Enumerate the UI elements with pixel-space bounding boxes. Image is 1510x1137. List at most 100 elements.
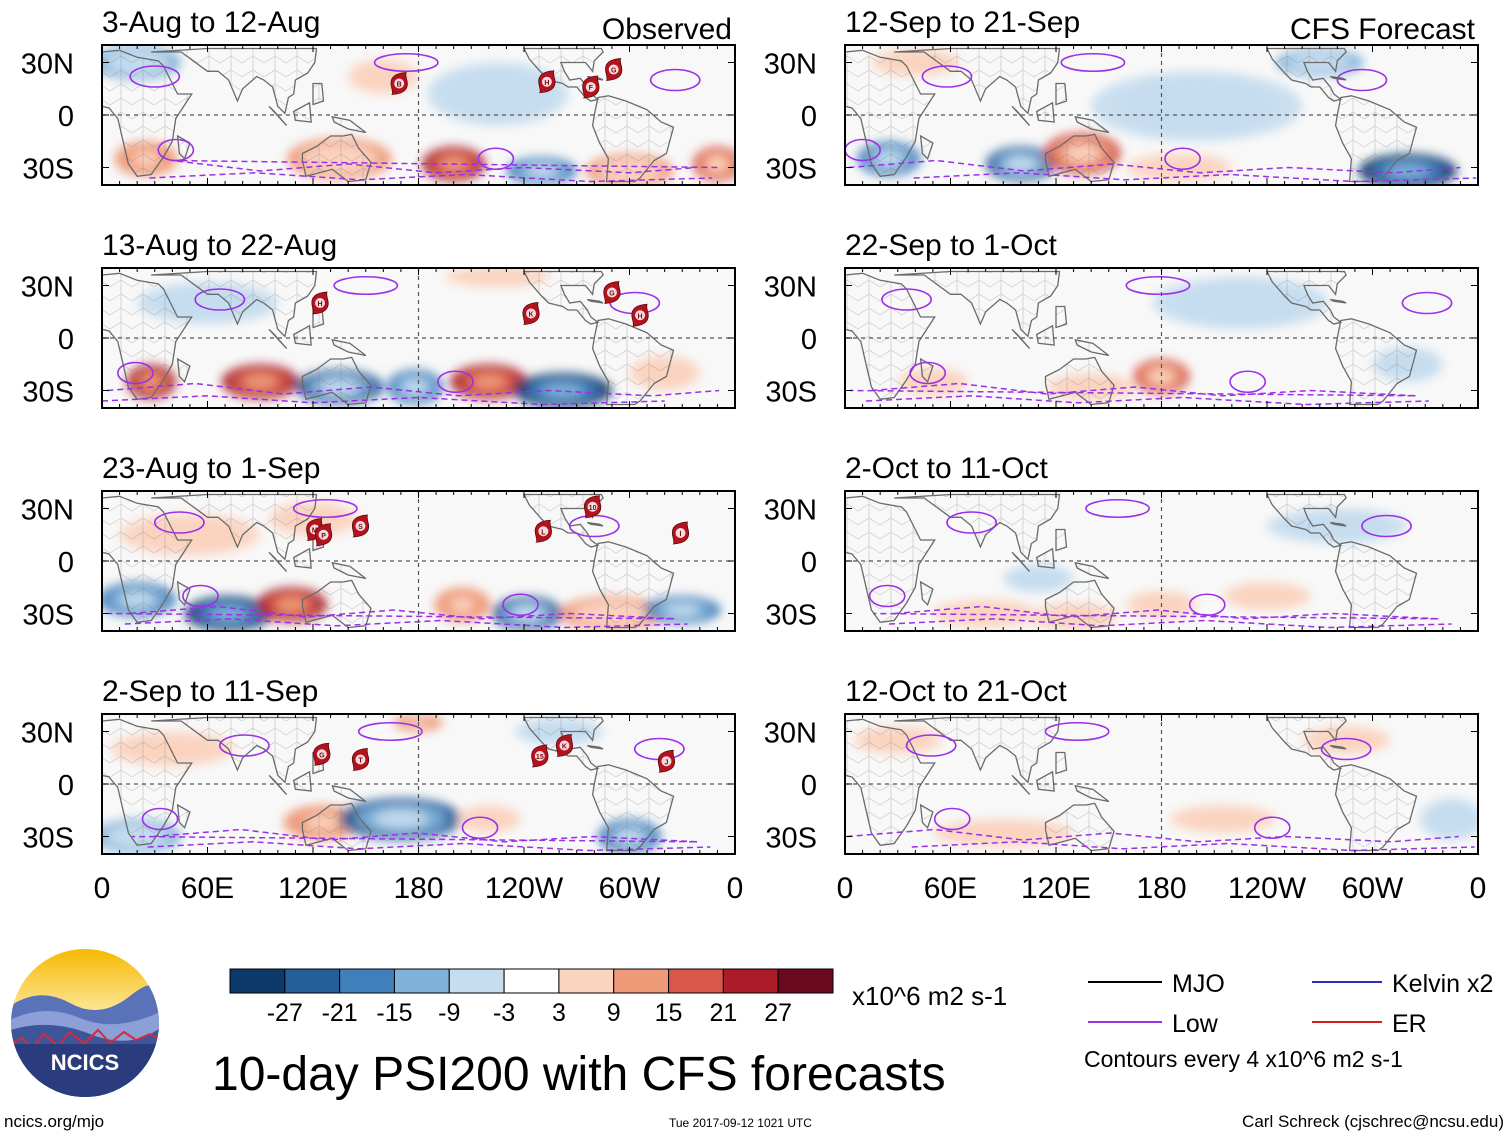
low-contour-positive	[1229, 370, 1267, 394]
colorbar-tick-label: -27	[267, 999, 303, 1027]
low-contour-positive	[182, 584, 219, 608]
storm-marker: J	[657, 749, 676, 773]
anomaly-blob	[1201, 291, 1280, 315]
storm-marker: L	[534, 519, 552, 543]
coastline	[1074, 115, 1110, 134]
coastline	[268, 105, 288, 126]
colorbar-segment	[393, 968, 450, 994]
colorbar-units: x10^6 m2 s-1	[852, 981, 1007, 1011]
colorbar-segment	[668, 968, 724, 994]
low-contour-positive	[1164, 147, 1201, 171]
coastline	[292, 547, 312, 569]
colorbar-segment	[284, 968, 341, 994]
coastline	[1334, 318, 1418, 406]
low-contour-negative	[124, 618, 688, 629]
anomaly-blob	[512, 605, 543, 622]
anomaly-blob	[243, 374, 278, 390]
coastline	[1074, 784, 1110, 803]
panel-period-title: 12-Sep to 21-Sep	[845, 6, 1080, 39]
coastline	[845, 495, 936, 623]
storm-marker: G	[603, 281, 621, 304]
anomaly-blob	[1005, 156, 1037, 172]
coastline	[587, 298, 604, 304]
colorbar-segment	[558, 968, 615, 994]
map-panel: G T 15 K J 2-Sep to 11-Sep 30N 0 30S 0 60E 120E 180 1…	[21, 675, 744, 905]
coastline	[1011, 551, 1031, 572]
colorbar-tick-label: -3	[493, 999, 515, 1027]
storm-label: K	[529, 312, 534, 319]
coastline	[845, 718, 936, 846]
anomaly-blob	[373, 809, 428, 829]
colorbar-tick-label: 27	[764, 999, 792, 1027]
lat-tick-label: 30N	[21, 272, 74, 304]
storm-label: J	[664, 759, 668, 766]
storm-marker: T	[351, 748, 370, 771]
column-header: CFS Forecast	[1290, 13, 1476, 46]
coastline	[587, 744, 604, 750]
storm-label: 10	[589, 505, 597, 512]
low-contour-positive	[333, 275, 399, 296]
coastline	[1011, 774, 1031, 795]
coastline	[301, 133, 372, 183]
coastline	[102, 495, 193, 623]
coastline	[292, 770, 312, 792]
coastline	[151, 47, 318, 115]
coastline	[1044, 133, 1115, 183]
colorbar-segment	[229, 968, 286, 994]
coastline	[176, 803, 191, 830]
coastline	[292, 101, 312, 123]
lat-tick-label: 30S	[765, 377, 817, 409]
storm-label: T	[358, 758, 363, 765]
coastline	[1265, 270, 1347, 325]
map-panel: 2-Oct to 11-Oct 30N 0 30S	[764, 452, 1479, 632]
legend-er-label: ER	[1392, 1010, 1427, 1038]
lat-tick-label: 30N	[21, 49, 74, 81]
coastline	[151, 493, 318, 561]
lon-tick-label: 0	[1470, 872, 1487, 905]
low-contour-negative	[149, 172, 713, 183]
lat-tick-label: 30S	[22, 600, 74, 632]
storm-marker: H	[538, 70, 556, 94]
low-contour-positive	[1253, 816, 1291, 840]
figure-title: 10-day PSI200 with CFS forecasts	[212, 1048, 946, 1101]
low-contour-negative	[108, 605, 676, 620]
lon-tick-label: 60E	[181, 872, 234, 905]
legend-low-label: Low	[1172, 1010, 1219, 1038]
low-contour-positive	[357, 721, 423, 742]
lat-tick-label: 30S	[22, 377, 74, 409]
coastline	[894, 493, 1061, 561]
low-contour-positive	[117, 361, 154, 385]
low-contour-positive	[437, 370, 474, 394]
legend-mjo-label: MJO	[1172, 970, 1225, 998]
coastline	[845, 49, 936, 177]
lat-tick-label: 30S	[765, 600, 817, 632]
map-panel: B H F G 3-Aug to 12-Aug Observed 30N 0 30S	[21, 6, 736, 186]
anomaly-blob	[276, 597, 308, 613]
anomaly-blob	[1150, 90, 1244, 122]
lat-tick-label: 0	[801, 547, 817, 579]
low-contour-negative	[873, 605, 1440, 620]
low-contour-positive	[502, 593, 539, 617]
anomaly-blob	[471, 374, 506, 390]
lat-tick-label: 30N	[21, 718, 74, 750]
coastline	[1011, 105, 1031, 126]
low-contour-positive	[946, 511, 998, 534]
coastline	[1035, 547, 1055, 569]
column-header: Observed	[602, 13, 732, 46]
coastline	[331, 784, 367, 803]
low-contour-positive	[649, 68, 701, 92]
storm-label: H	[544, 80, 549, 87]
anomaly-blob	[450, 597, 475, 613]
coastline	[268, 551, 288, 572]
low-contour-negative	[866, 395, 1429, 406]
anomaly-blob	[526, 164, 558, 178]
coastline	[312, 82, 325, 106]
coastline	[587, 521, 604, 527]
anomaly-blob	[1247, 589, 1287, 603]
storm-label: G	[319, 752, 325, 759]
anomaly-blob	[474, 272, 521, 282]
low-contour-negative	[107, 382, 720, 397]
lat-tick-label: 30S	[22, 154, 74, 186]
coastline	[268, 774, 288, 795]
